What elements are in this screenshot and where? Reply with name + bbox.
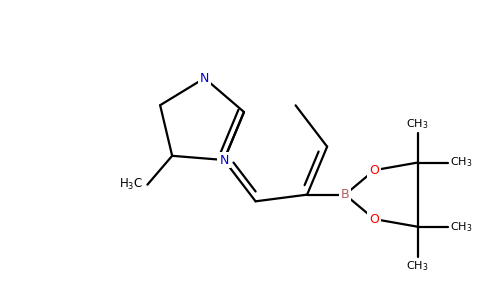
Text: CH$_3$: CH$_3$ [450,156,472,170]
Text: O: O [369,164,379,177]
Text: H$_3$C: H$_3$C [120,177,143,192]
Text: CH$_3$: CH$_3$ [407,117,429,130]
Text: B: B [341,188,349,201]
Text: CH$_3$: CH$_3$ [450,220,472,234]
Text: N: N [200,72,209,85]
Text: CH$_3$: CH$_3$ [407,259,429,272]
Text: N: N [219,154,228,166]
Text: O: O [369,213,379,226]
